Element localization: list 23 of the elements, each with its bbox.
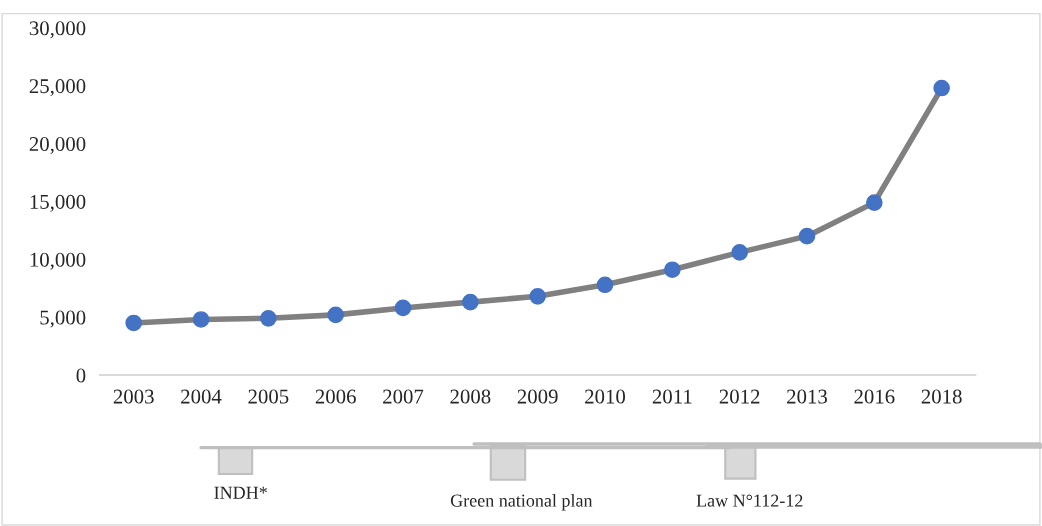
x-tick-label: 2013	[787, 389, 828, 404]
y-tick-label: 25,000	[29, 79, 86, 97]
x-tick-label: 2010	[585, 389, 626, 404]
text: INDH*	[214, 486, 267, 499]
y-tick-label: 20,000	[29, 136, 86, 155]
x-tick-label: 2018	[921, 389, 962, 404]
y-tick-label: 10,000	[30, 252, 86, 270]
x-tick-label: 2007	[383, 389, 424, 404]
y-tick-label: 30,000	[29, 21, 86, 39]
x-tick-label: 2004	[181, 389, 222, 404]
x-tick-label: 2016	[854, 389, 895, 404]
x-tick-label: 2008	[450, 389, 491, 404]
y-tick-label: 15,000	[30, 194, 86, 212]
x-tick-label: 2003	[113, 389, 154, 404]
y-tick-label: 5,000	[40, 310, 86, 328]
x-tick-label: 2006	[315, 389, 356, 404]
text: Law N°112-12	[696, 494, 803, 507]
x-tick-label: 2011	[652, 389, 692, 404]
x-tick-label: 2005	[248, 389, 289, 404]
x-tick-label: 2012	[719, 389, 760, 404]
text: Green national plan	[450, 494, 593, 511]
x-tick-label: 2009	[517, 389, 558, 404]
y-tick-label: 0	[76, 368, 86, 383]
